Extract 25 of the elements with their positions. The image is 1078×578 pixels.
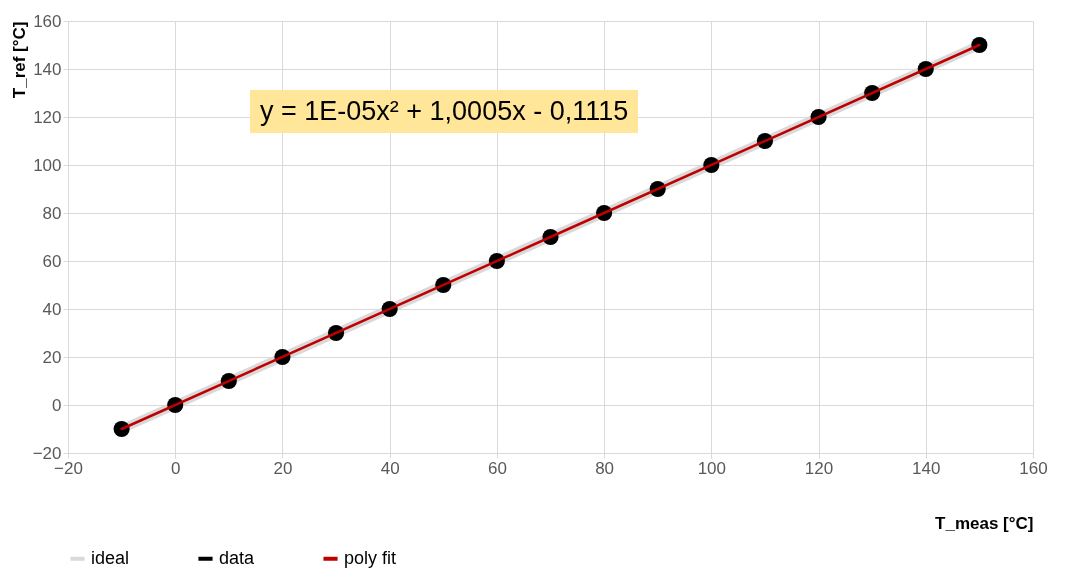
x-tick-label: 140: [912, 458, 941, 478]
y-tick-label: 20: [42, 347, 62, 367]
y-tick-label: 0: [52, 395, 62, 415]
x-tick-label: 40: [380, 458, 400, 478]
y-axis-title: T_ref [°C]: [9, 21, 29, 99]
y-tick-label: 80: [42, 203, 62, 223]
y-tick-label: 120: [33, 107, 62, 127]
y-tick-label: 60: [42, 251, 62, 271]
annotation: y = 1E-05x² + 1,0005x - 0,1115: [250, 90, 639, 133]
x-tick-label: 100: [697, 458, 727, 478]
y-tick-label: 140: [33, 59, 62, 79]
legend-label: ideal: [91, 547, 130, 568]
x-tick-label: 60: [487, 458, 507, 478]
y-tick-label: 40: [42, 299, 62, 319]
x-tick-label: 120: [804, 458, 834, 478]
y-tick-label: 160: [33, 11, 62, 31]
x-axis-title: T_meas [°C]: [935, 513, 1034, 533]
y-tick-label: −20: [32, 443, 62, 463]
legend-label: data: [219, 547, 256, 568]
x-tick-label: 0: [170, 458, 181, 478]
legend-label: poly fit: [344, 547, 397, 568]
x-tick-label: 80: [595, 458, 615, 478]
y-tick-label: 100: [33, 155, 62, 175]
x-tick-label: 160: [1019, 458, 1048, 478]
x-tick-label: 20: [273, 458, 293, 478]
